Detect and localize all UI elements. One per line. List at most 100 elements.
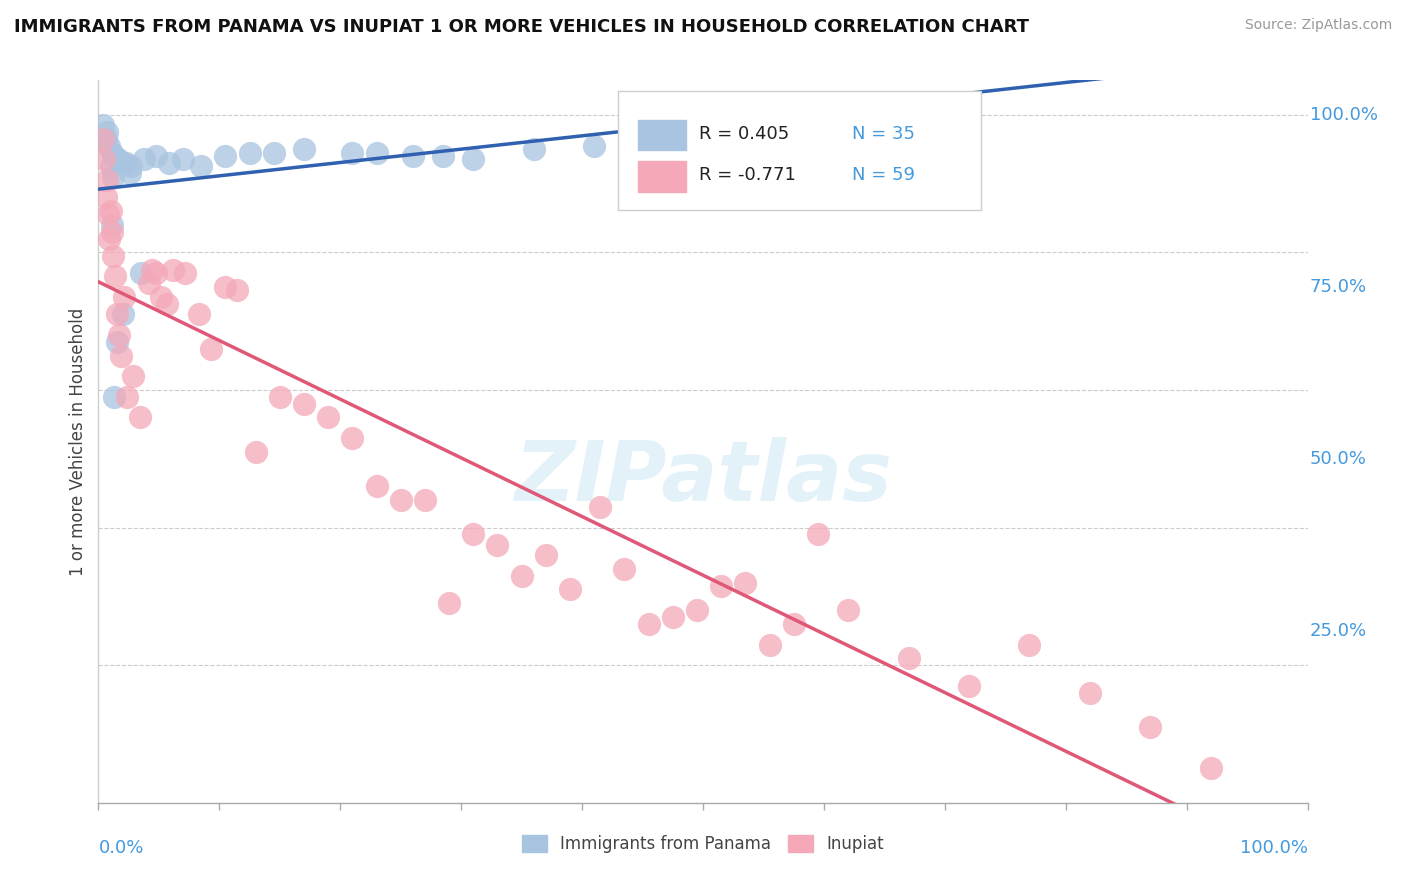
Text: R = -0.771: R = -0.771	[699, 166, 796, 184]
Point	[138, 277, 160, 291]
Point	[686, 603, 709, 617]
Point	[583, 138, 606, 153]
Point	[145, 149, 167, 163]
Point	[1139, 720, 1161, 734]
FancyBboxPatch shape	[619, 91, 981, 211]
Point	[141, 262, 163, 277]
Point	[662, 610, 685, 624]
Point	[98, 138, 121, 153]
Point	[758, 638, 780, 652]
Point	[245, 445, 267, 459]
Point	[105, 334, 128, 349]
Point	[389, 493, 412, 508]
Point	[413, 493, 436, 508]
Point	[120, 159, 142, 173]
Point	[172, 153, 194, 167]
Point	[100, 145, 122, 160]
Point	[93, 135, 115, 149]
Point	[174, 266, 197, 280]
FancyBboxPatch shape	[638, 120, 686, 151]
Point	[156, 297, 179, 311]
Point	[96, 125, 118, 139]
Point	[93, 153, 115, 167]
Point	[105, 307, 128, 321]
Point	[342, 145, 364, 160]
Text: N = 59: N = 59	[852, 166, 915, 184]
Point	[366, 479, 388, 493]
Point	[94, 132, 117, 146]
Point	[1018, 638, 1040, 652]
Point	[103, 149, 125, 163]
Point	[710, 579, 733, 593]
Point	[432, 149, 454, 163]
Point	[162, 262, 184, 277]
Point	[100, 218, 122, 232]
Point	[807, 527, 830, 541]
Point	[558, 582, 581, 597]
Point	[112, 290, 135, 304]
Point	[292, 142, 315, 156]
Point	[263, 145, 285, 160]
Point	[190, 159, 212, 173]
Point	[783, 616, 806, 631]
Point	[523, 142, 546, 156]
Point	[637, 616, 659, 631]
Point	[214, 279, 236, 293]
Text: Source: ZipAtlas.com: Source: ZipAtlas.com	[1244, 18, 1392, 32]
Text: 0.0%: 0.0%	[98, 838, 143, 857]
Point	[510, 568, 533, 582]
Point	[103, 390, 125, 404]
Point	[104, 269, 127, 284]
Point	[613, 562, 636, 576]
Point	[150, 290, 173, 304]
Text: ZIPatlas: ZIPatlas	[515, 437, 891, 518]
Point	[94, 190, 117, 204]
Point	[292, 397, 315, 411]
Point	[100, 204, 122, 219]
Point	[1199, 761, 1222, 775]
Point	[463, 153, 485, 167]
Point	[1078, 686, 1101, 700]
Text: IMMIGRANTS FROM PANAMA VS INUPIAT 1 OR MORE VEHICLES IN HOUSEHOLD CORRELATION CH: IMMIGRANTS FROM PANAMA VS INUPIAT 1 OR M…	[14, 18, 1029, 36]
Text: 75.0%: 75.0%	[1310, 277, 1367, 296]
Point	[239, 145, 262, 160]
Point	[98, 231, 121, 245]
Point	[118, 166, 141, 180]
Point	[486, 538, 509, 552]
Point	[463, 527, 485, 541]
Point	[100, 159, 122, 173]
Point	[134, 153, 156, 167]
Y-axis label: 1 or more Vehicles in Household: 1 or more Vehicles in Household	[69, 308, 87, 575]
Point	[96, 173, 118, 187]
Point	[957, 679, 980, 693]
Point	[111, 156, 134, 170]
Point	[316, 410, 339, 425]
Point	[101, 249, 124, 263]
Legend: Immigrants from Panama, Inupiat: Immigrants from Panama, Inupiat	[516, 828, 890, 860]
Point	[91, 118, 114, 132]
Text: 25.0%: 25.0%	[1310, 622, 1367, 640]
Point	[91, 132, 114, 146]
Point	[115, 156, 138, 170]
Point	[734, 575, 756, 590]
Point	[589, 500, 612, 514]
Point	[269, 390, 291, 404]
Point	[128, 410, 150, 425]
Point	[366, 145, 388, 160]
Point	[214, 149, 236, 163]
Point	[122, 369, 145, 384]
Point	[97, 207, 120, 221]
Point	[200, 342, 222, 356]
Text: R = 0.405: R = 0.405	[699, 125, 790, 143]
Point	[157, 156, 180, 170]
FancyBboxPatch shape	[638, 161, 686, 192]
Point	[117, 390, 139, 404]
Point	[226, 283, 249, 297]
Point	[402, 149, 425, 163]
Point	[145, 266, 167, 280]
Point	[111, 307, 134, 321]
Point	[437, 596, 460, 610]
Point	[101, 169, 124, 184]
Point	[110, 349, 132, 363]
Text: N = 35: N = 35	[852, 125, 915, 143]
